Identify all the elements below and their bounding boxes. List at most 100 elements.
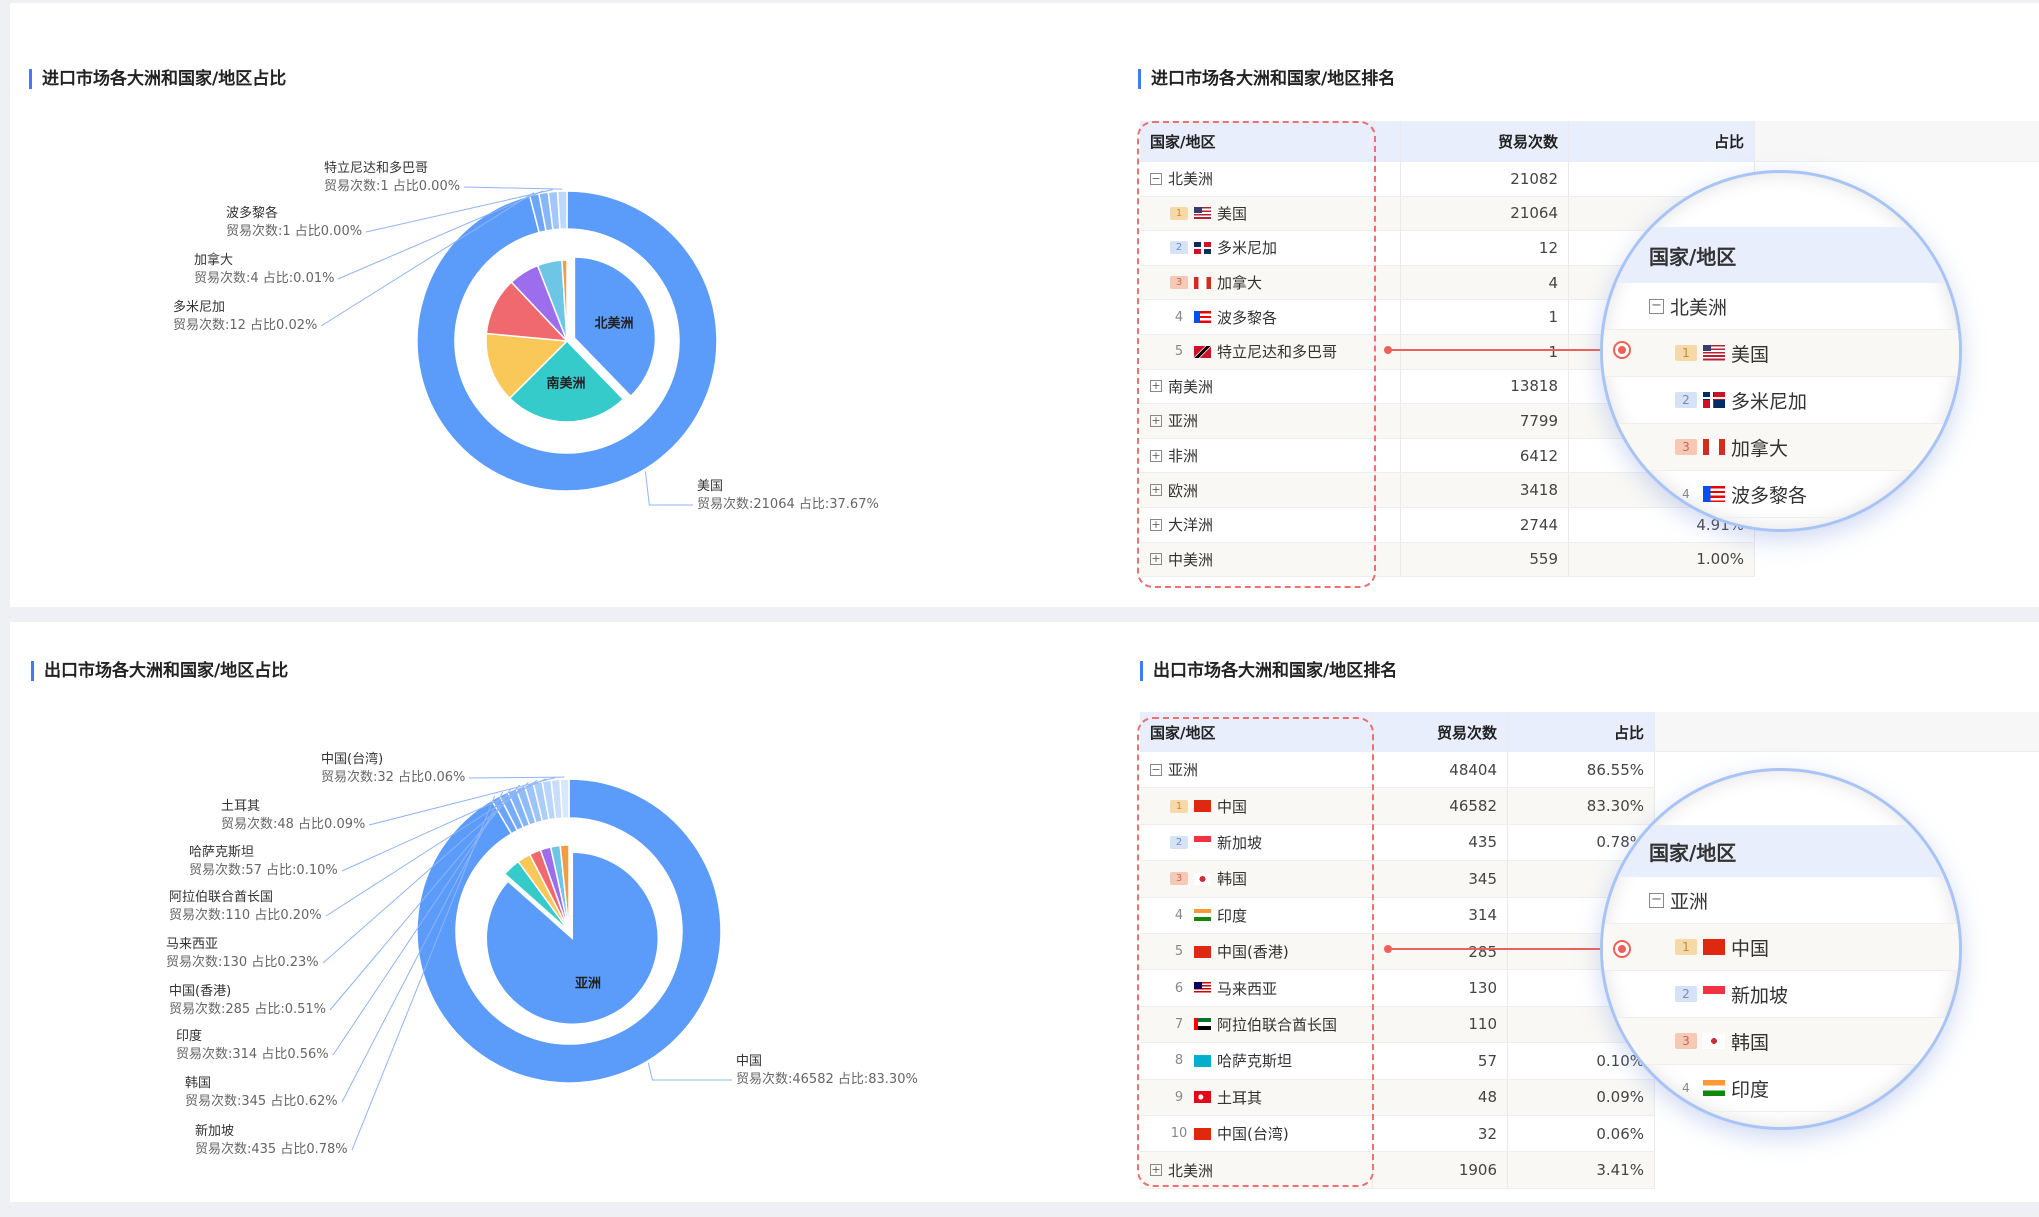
expand-icon[interactable]: + <box>1150 413 1162 427</box>
slice-label-detail: 贸易次数:314 占比0.56% <box>176 1047 329 1062</box>
ae-flag-icon <box>1194 1018 1211 1031</box>
kz-flag-icon <box>1194 1054 1211 1067</box>
continent-row[interactable]: + 欧洲 3418 <box>1140 473 1755 508</box>
column-header[interactable]: 国家/地区 <box>1140 121 1401 162</box>
country-cell: + 大洋洲 <box>1140 508 1401 542</box>
slice-label: 特立尼达和多巴哥 贸易次数:1 占比0.00% <box>324 160 460 196</box>
expand-icon[interactable]: + <box>1150 483 1162 497</box>
country-cell: 2 多米尼加 <box>1140 231 1401 265</box>
count-cell: 285 <box>1373 934 1508 970</box>
expand-icon[interactable]: + <box>1150 379 1162 393</box>
slice-label: 中国(香港) 贸易次数:285 占比:0.51% <box>169 983 326 1019</box>
continent-row[interactable]: + 南美洲 13818 <box>1140 369 1755 405</box>
slice-label-name: 中国(香港) <box>169 984 232 999</box>
expand-icon[interactable]: + <box>1150 1163 1162 1177</box>
outer-slice-特立尼达和多巴哥[interactable] <box>556 190 568 231</box>
continent-row[interactable]: − 北美洲 21082 <box>1140 162 1755 197</box>
collapse-icon[interactable]: − <box>1150 762 1162 776</box>
export-table-title: 出口市场各大洲和国家/地区排名 <box>1140 661 1397 681</box>
inner-slice-unlabeled[interactable] <box>559 844 570 932</box>
magnifier-export: 国家/地区 − 亚洲 1 中国 2 新加坡 3 韩国 4 印度 <box>1600 768 1962 1130</box>
country-row[interactable]: 2 多米尼加 12 <box>1140 231 1755 266</box>
country-name: 马来西亚 <box>1217 979 1278 998</box>
outer-slice-美国[interactable] <box>416 190 718 492</box>
country-cell: + 亚洲 <box>1140 404 1401 438</box>
count-cell: 1 <box>1401 335 1569 369</box>
country-cell: − 北美洲 <box>1140 162 1401 196</box>
country-name: 南美洲 <box>1168 377 1214 396</box>
slice-label-name: 印度 <box>176 1029 203 1044</box>
country-name: 韩国 <box>1731 1031 1770 1054</box>
count-cell: 48404 <box>1373 752 1508 788</box>
country-cell: 4 波多黎各 <box>1140 300 1401 334</box>
slice-label-detail: 贸易次数:285 占比:0.51% <box>169 1002 327 1017</box>
rank-number: 7 <box>1174 1016 1184 1032</box>
country-row[interactable]: 6 马来西亚 130 <box>1140 970 1655 1007</box>
continent-row[interactable]: + 北美洲 1906 3.41% <box>1140 1152 1655 1189</box>
inner-slice-亚洲[interactable] <box>485 851 659 1026</box>
inner-slice-亚洲[interactable] <box>485 332 569 400</box>
country-row[interactable]: 9 土耳其 48 0.09% <box>1140 1079 1655 1116</box>
slice-label-detail: 贸易次数:46582 占比:83.30% <box>736 1072 918 1087</box>
collapse-icon[interactable]: − <box>1649 298 1664 314</box>
column-header[interactable]: 贸易次数 <box>1401 121 1569 162</box>
continent-row[interactable]: + 中美洲 559 1.00% <box>1140 542 1755 578</box>
rank-number: 5 <box>1174 944 1184 960</box>
ca-flag-icon <box>1194 276 1211 289</box>
cn-flag-icon <box>1194 800 1211 813</box>
slice-label-name: 美国 <box>697 479 724 494</box>
rank-medal-icon: 1 <box>1170 206 1188 220</box>
country-row[interactable]: 4 印度 314 <box>1140 897 1655 934</box>
slice-label-name: 多米尼加 <box>173 300 226 315</box>
country-row[interactable]: 10 中国(台湾) 32 0.06% <box>1140 1116 1655 1153</box>
outer-slice-中国(台湾)[interactable] <box>559 778 570 819</box>
slice-label: 波多黎各 贸易次数:1 占比0.00% <box>226 205 362 241</box>
country-row[interactable]: 3 韩国 345 <box>1140 861 1655 898</box>
rank-number: 9 <box>1174 1089 1184 1105</box>
column-header[interactable]: 国家/地区 <box>1140 712 1373 752</box>
in-flag-icon <box>1194 909 1211 922</box>
slice-label-detail: 贸易次数:130 占比0.23% <box>166 955 319 970</box>
callout-target-icon <box>1613 341 1631 359</box>
outer-slice-中国[interactable] <box>416 778 722 1084</box>
expand-icon[interactable]: + <box>1150 552 1162 566</box>
column-header[interactable]: 贸易次数 <box>1373 712 1508 752</box>
collapse-icon[interactable]: − <box>1649 892 1664 908</box>
leader-line <box>320 192 535 327</box>
leader-line <box>647 1062 732 1081</box>
continent-row[interactable]: + 非洲 6412 <box>1140 438 1755 474</box>
country-name: 北美洲 <box>1670 296 1728 319</box>
rank-medal-icon: 3 <box>1170 872 1188 886</box>
expand-icon[interactable]: + <box>1150 448 1162 462</box>
country-cell: 9 土耳其 <box>1140 1079 1373 1115</box>
count-cell: 110 <box>1373 1006 1508 1043</box>
table-header: 国家/地区 贸易次数 占比 <box>1140 712 1655 752</box>
table-empty-area <box>1655 712 2039 752</box>
country-cell: 2 新加坡 <box>1140 824 1373 861</box>
country-name: 中国(香港) <box>1217 943 1289 962</box>
slice-label-detail: 贸易次数:1 占比0.00% <box>324 179 461 194</box>
country-name: 美国 <box>1217 204 1248 223</box>
inner-slice-中美洲[interactable] <box>561 259 568 342</box>
country-row[interactable]: 7 阿拉伯联合酋长国 110 <box>1140 1006 1655 1044</box>
country-row[interactable]: 1 中国 46582 83.30% <box>1140 788 1655 825</box>
slice-label: 哈萨克斯坦贸易次数:57 占比:0.10% <box>189 844 338 880</box>
collapse-icon[interactable]: − <box>1150 171 1162 185</box>
column-header[interactable]: 占比 <box>1508 712 1655 752</box>
country-row[interactable]: 2新加坡4350.78% <box>1140 824 1655 862</box>
country-row[interactable]: 5 中国(香港) 285 <box>1140 934 1655 971</box>
continent-row[interactable]: − 亚洲 48404 86.55% <box>1140 752 1655 789</box>
slice-label-detail: 贸易次数:57 占比:0.10% <box>189 863 338 878</box>
count-cell: 32 <box>1373 1116 1508 1152</box>
magnified-row: − 北美洲 <box>1603 283 1959 330</box>
country-row[interactable]: 8哈萨克斯坦570.10% <box>1140 1043 1655 1080</box>
country-name: 特立尼达和多巴哥 <box>1217 343 1338 362</box>
country-cell: − 亚洲 <box>1140 752 1373 788</box>
rank-number: 8 <box>1174 1053 1184 1069</box>
expand-icon[interactable]: + <box>1150 517 1162 531</box>
count-cell: 314 <box>1373 897 1508 933</box>
inner-slice-南美洲[interactable] <box>508 339 625 423</box>
inner-slice-北美洲[interactable] <box>573 256 657 398</box>
slice-label-name: 哈萨克斯坦 <box>189 845 255 860</box>
column-header[interactable]: 占比 <box>1569 121 1755 162</box>
